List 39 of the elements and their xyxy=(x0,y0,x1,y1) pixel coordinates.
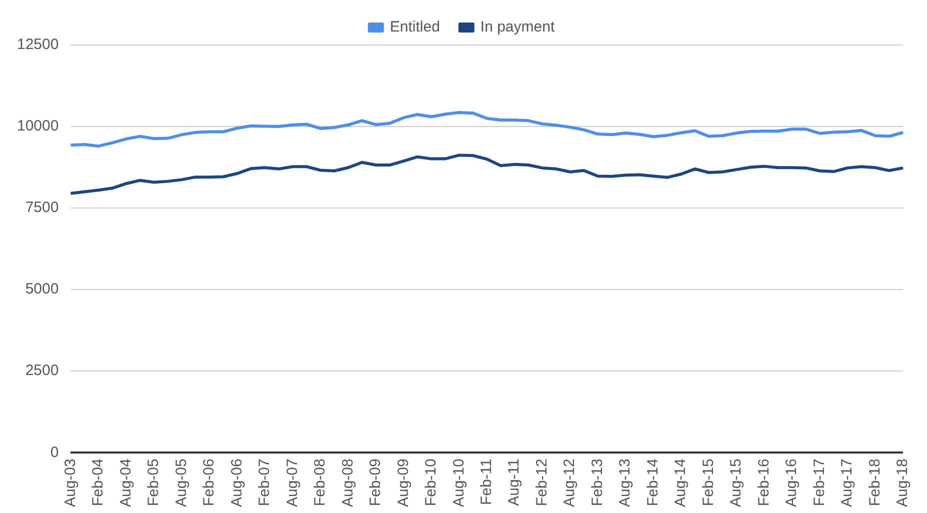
x-tick-label: Aug-12 xyxy=(561,458,578,508)
x-tick-label: Aug-14 xyxy=(672,458,690,508)
x-tick-label: Feb-17 xyxy=(810,458,828,506)
x-tick-label: Aug-17 xyxy=(838,458,856,508)
x-tick-label: Aug-09 xyxy=(394,458,412,508)
x-tick-label: Feb-12 xyxy=(533,458,550,506)
x-tick-label: Feb-14 xyxy=(644,458,662,506)
x-tick-label: Aug-04 xyxy=(117,458,134,508)
x-tick-label: Feb-16 xyxy=(755,458,772,506)
x-tick-label: Aug-05 xyxy=(172,458,190,508)
x-tick-label: Feb-04 xyxy=(90,458,107,506)
x-tick-label: Aug-06 xyxy=(228,458,246,508)
x-tick-label: Feb-11 xyxy=(478,458,495,506)
y-tick-label: 2500 xyxy=(25,362,59,380)
x-tick-label: Feb-08 xyxy=(312,458,329,506)
x-tick-label: Aug-18 xyxy=(894,458,912,508)
x-tick-label: Feb-13 xyxy=(588,458,606,506)
x-tick-label: Feb-06 xyxy=(200,458,218,506)
x-tick-label: Feb-10 xyxy=(422,458,440,506)
x-tick-label: Aug-07 xyxy=(284,458,301,508)
y-tick-label: 0 xyxy=(50,444,59,461)
x-tick-label: Aug-15 xyxy=(728,458,745,508)
legend-label: In payment xyxy=(480,18,556,36)
x-tick-label: Feb-15 xyxy=(700,458,717,506)
x-tick-label: Feb-05 xyxy=(145,458,162,506)
y-tick-label: 5000 xyxy=(25,280,59,298)
x-tick-label: Aug-08 xyxy=(339,458,356,508)
legend-label: Entitled xyxy=(390,18,440,36)
y-tick-label: 7500 xyxy=(25,199,59,216)
x-tick-label: Aug-16 xyxy=(783,458,800,508)
y-tick-label: 10000 xyxy=(16,118,59,135)
x-tick-label: Feb-07 xyxy=(256,458,274,506)
x-tick-label: Aug-13 xyxy=(616,458,634,508)
x-tick-label: Feb-18 xyxy=(866,458,884,506)
y-tick-label: 12500 xyxy=(16,36,59,54)
x-tick-label: Aug-03 xyxy=(62,458,79,508)
x-tick-label: Aug-11 xyxy=(506,458,523,506)
x-tick-label: Aug-10 xyxy=(450,458,468,508)
x-tick-label: Feb-09 xyxy=(367,458,384,506)
